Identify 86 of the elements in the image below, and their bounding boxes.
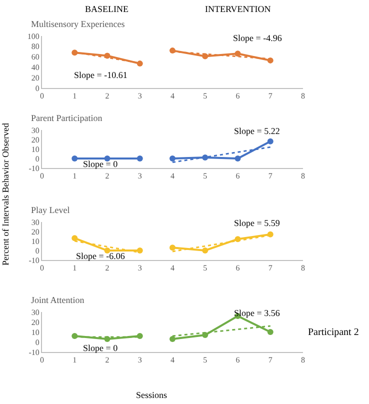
- annotation: Slope = -6.06: [76, 251, 126, 261]
- text: Participant 2: [308, 327, 359, 338]
- point: [267, 329, 274, 335]
- chart-title: Joint Attention: [31, 295, 85, 305]
- x-tick-label: 5: [203, 356, 208, 365]
- y-tick-label: -10: [28, 348, 40, 357]
- point: [136, 156, 143, 162]
- point: [170, 156, 176, 162]
- chart-title: Multisensory Experiences: [31, 19, 126, 29]
- annotation: Slope = 3.56: [234, 308, 280, 318]
- x-tick-label: 5: [203, 172, 208, 181]
- annotation: Slope = 0: [83, 343, 118, 353]
- y-tick-label: 60: [31, 52, 40, 62]
- x-tick-label: 3: [138, 264, 142, 273]
- x-axis-title: Sessions: [136, 390, 168, 400]
- x-tick-label: 8: [301, 264, 305, 273]
- text: BASELINE: [85, 4, 129, 14]
- point: [202, 248, 208, 254]
- y-tick-label: 40: [31, 63, 40, 72]
- y-tick-label: 30: [31, 308, 40, 317]
- point: [234, 156, 241, 162]
- point: [72, 235, 78, 242]
- x-tick-label: 7: [268, 92, 272, 101]
- y-tick-label: 20: [31, 318, 40, 327]
- x-tick-label: 7: [268, 264, 272, 273]
- y-tick-label: 100: [27, 32, 40, 41]
- x-tick-label: 4: [170, 356, 174, 365]
- annotation: Slope = -4.96: [233, 33, 282, 43]
- y-axis-title: Percent of Intervals Behavior Observed: [0, 122, 10, 266]
- x-tick-label: 7: [268, 356, 272, 365]
- annotation: Slope = -10.61: [74, 70, 128, 80]
- x-tick-label: 4: [170, 172, 174, 181]
- y-tick-label: 30: [31, 218, 40, 227]
- annotation: Slope = 0: [83, 159, 118, 169]
- point: [170, 336, 176, 342]
- point: [72, 156, 78, 162]
- point: [234, 50, 241, 57]
- x-tick-label: 1: [72, 356, 77, 365]
- point: [136, 248, 143, 254]
- x-tick-label: 5: [203, 92, 208, 101]
- point: [267, 138, 274, 144]
- y-tick-label: 30: [31, 126, 40, 135]
- x-tick-label: 8: [301, 92, 305, 101]
- chart-title: Play Level: [31, 205, 70, 215]
- x-tick-label: 2: [105, 172, 110, 181]
- x-tick-label: 2: [105, 92, 110, 101]
- y-tick-label: 0: [35, 84, 40, 93]
- y-tick-label: 80: [31, 42, 40, 52]
- x-tick-label: 3: [138, 172, 142, 181]
- x-tick-label: 8: [301, 356, 305, 365]
- y-tick-label: 0: [35, 338, 40, 347]
- x-tick-label: 1: [72, 172, 77, 181]
- x-tick-label: 4: [170, 264, 174, 273]
- point: [104, 248, 110, 254]
- point: [170, 244, 176, 251]
- annotation: Slope = 5.59: [234, 218, 280, 228]
- x-tick-label: 7: [268, 172, 272, 181]
- text: INTERVENTION: [205, 4, 272, 14]
- x-tick-label: 4: [170, 92, 174, 101]
- x-tick-label: 6: [236, 172, 240, 181]
- annotation: Slope = 5.22: [234, 126, 280, 136]
- y-tick-label: 10: [31, 328, 40, 337]
- y-tick-label: 0: [35, 154, 40, 164]
- x-tick-label: 6: [236, 92, 240, 101]
- x-tick-label: 8: [301, 172, 305, 181]
- x-tick-label: 6: [236, 356, 240, 365]
- y-tick-label: 10: [31, 144, 40, 154]
- y-tick-label: 20: [31, 73, 40, 82]
- y-tick-label: 10: [31, 236, 40, 246]
- x-tick-label: 1: [72, 264, 77, 273]
- x-tick-label: 3: [138, 356, 142, 365]
- point: [104, 156, 110, 162]
- x-tick-label: 2: [105, 264, 110, 273]
- x-tick-label: 2: [105, 356, 110, 365]
- x-tick-label: 3: [138, 92, 142, 101]
- y-tick-label: -10: [28, 256, 40, 265]
- y-tick-label: 20: [31, 135, 40, 144]
- point: [136, 60, 143, 67]
- y-tick-label: 20: [31, 227, 40, 236]
- y-tick-label: 0: [35, 246, 40, 256]
- y-tick-label: -10: [28, 164, 40, 173]
- x-tick-label: 6: [236, 264, 240, 273]
- x-tick-label: 5: [203, 264, 208, 273]
- point: [136, 333, 143, 339]
- x-tick-label: 1: [72, 92, 77, 101]
- chart-title: Parent Participation: [31, 113, 103, 123]
